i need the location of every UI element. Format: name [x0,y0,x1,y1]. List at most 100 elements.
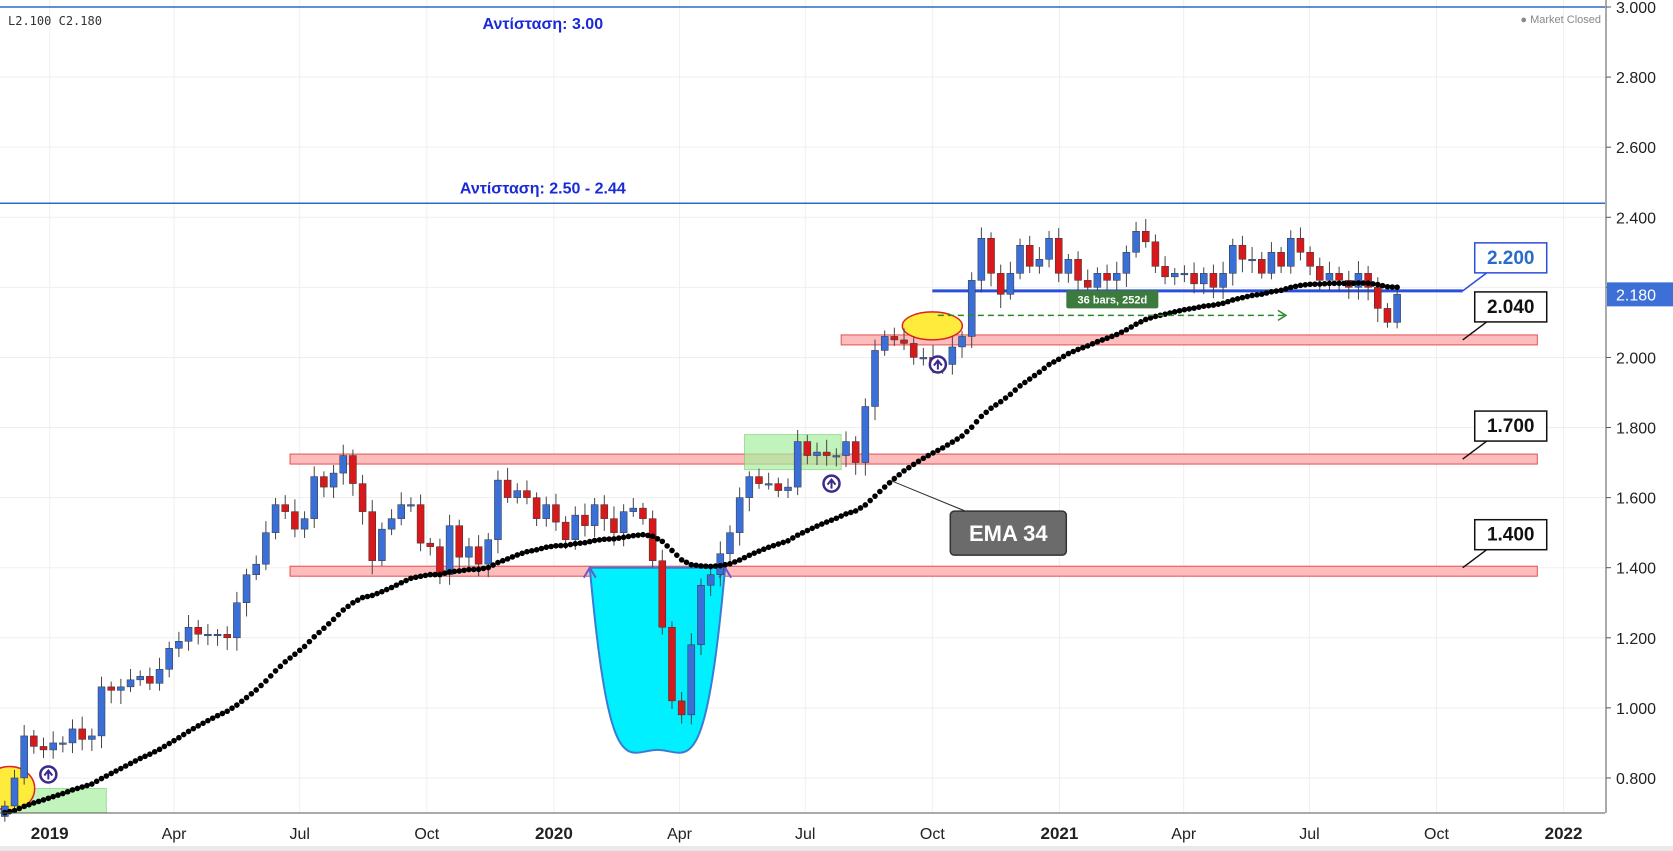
ema-dot [533,546,540,553]
ema-dot [872,493,878,499]
ema-dot [446,569,453,575]
ema-dot [707,563,714,570]
candle-body [909,343,918,358]
callout-box [1473,291,1548,323]
ema-dot [1229,297,1236,303]
ema-dot [688,561,695,568]
callout-box [1473,410,1548,442]
ema-dot [819,521,825,527]
ema-dot [388,584,395,591]
callout-leader [1462,440,1488,460]
ema-dot [1374,281,1381,288]
ema-dot [40,797,47,803]
ema-dot [828,517,835,523]
bottom-bar [0,846,1673,851]
ema-dot [509,554,516,560]
ema-dot [1316,281,1323,287]
ema-dot [1017,383,1023,389]
ema-dot [1186,306,1193,312]
ema-dot [674,552,680,558]
ema-dot [1283,286,1289,292]
candle-body [349,455,357,484]
ema-dot [422,572,429,579]
ema-dot [1263,290,1270,296]
price-tick-label: 2.600 [1616,140,1656,157]
ema-dot [804,527,811,534]
resistance-label: Αντίσταση: 2.50 - 2.44 [460,180,626,197]
ema-dot [383,586,390,593]
candle-body [600,504,609,519]
candle-body [1374,287,1382,309]
ema-dot [243,694,250,701]
ema-dot [1147,315,1154,321]
annotations: 2.200 2.040 1.700 1.400 EMA 34 36 bars, 252d [39,242,1548,784]
candle-body [1025,245,1034,267]
candle-body [1103,273,1111,281]
support-zone-1.400 [289,565,1538,577]
ema-dot [74,785,81,792]
ema-dot [1220,300,1226,307]
candle-body [1209,273,1218,288]
ema-dot [277,663,284,670]
candle-body [590,504,599,526]
ema-dot [98,775,105,782]
ema-dot [263,678,269,684]
ema-dot [1205,302,1212,309]
ema-dot [287,655,293,661]
candle-body [378,528,386,561]
candle-body [1045,238,1053,260]
resistance-label: Αντίσταση: 3.00 [483,16,604,33]
ema-dot [330,616,337,623]
candle-body [1180,273,1189,276]
candle-body [890,336,899,341]
price-tick-label: 2.000 [1616,350,1656,367]
ema-dot [1060,353,1067,360]
callout-leader [1462,549,1488,569]
chart-grid [0,0,1605,813]
ema-dot [345,603,351,610]
ema-dot [1012,387,1019,393]
ema-label-box [949,510,1068,556]
ema-dot [877,488,883,495]
candle-body [1074,259,1082,281]
ema-dot [214,712,221,719]
candle-body [300,518,309,530]
ema-dot [524,548,530,555]
ema-dot [620,534,627,541]
ema-dot [993,402,999,408]
candle-body [900,339,908,344]
price-tick-label: 1.600 [1616,491,1656,508]
ema-dot [1326,280,1333,287]
price-tick-label: 0.800 [1616,771,1656,788]
ema-dot [548,543,554,550]
callout-box [1473,242,1548,274]
candle-body [697,584,705,646]
ema-dot [1041,365,1048,372]
ema-dot [1070,348,1077,355]
candle-body [1161,266,1169,278]
ema-dot [659,538,666,545]
candle-body [184,627,193,642]
ema-dot [1360,280,1367,286]
ema-dot [1225,298,1231,305]
ema-dot [645,532,651,539]
candle-body [426,542,435,547]
ema-dot [557,542,564,549]
ema-dot [374,590,380,597]
candle-body [78,728,86,740]
ema-dot [664,543,670,549]
ema-dot [1113,331,1120,338]
candle-body [1393,294,1401,323]
ema-dot [790,535,796,541]
callout-leader [1462,321,1488,341]
ema-dot [572,540,579,547]
ema-dot [480,565,487,572]
ema-dot [881,484,888,490]
ema-dot [1051,359,1057,365]
candle-body [532,497,541,519]
ema-dot [1350,280,1357,287]
ema-dot [635,532,641,538]
candle-body [793,441,802,488]
ema-dot [180,731,187,738]
